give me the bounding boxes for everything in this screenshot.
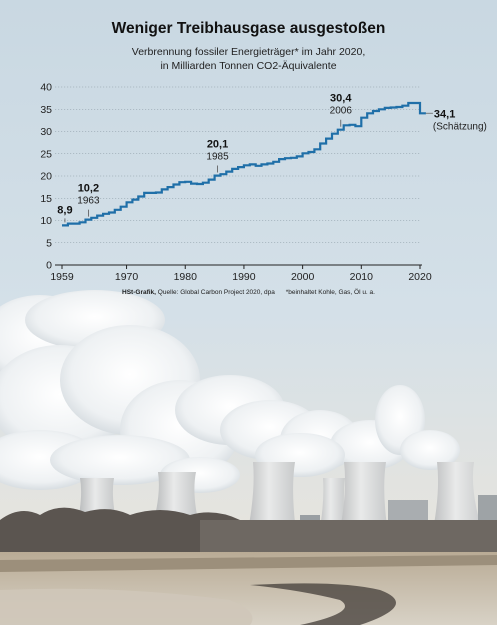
x-tick-label: 1980	[174, 271, 198, 283]
annotation-value: 30,4	[330, 93, 352, 105]
x-tick-label: 1970	[115, 271, 139, 283]
chart-subtitle: Verbrennung fossiler Energieträger* im J…	[0, 45, 497, 73]
x-axis: 1959 1970 1980 1990 2000 2010 2020	[50, 264, 432, 283]
line-chart: 0 5 10 15 20 25 30 35 40 1959 1970 1980 1990 2000 201…	[40, 82, 487, 284]
subtitle-line-2: in Milliarden Tonnen CO2-Äquivalente	[160, 60, 337, 72]
series-line	[62, 101, 426, 227]
y-tick-label: 25	[40, 148, 52, 160]
annotation-1959: 8,9	[57, 204, 73, 223]
y-tick-label: 5	[46, 237, 52, 249]
y-tick-label: 20	[40, 171, 52, 183]
y-tick-label: 0	[46, 260, 52, 272]
y-tick-label: 40	[40, 82, 52, 94]
source-line: HSt-Grafik, Quelle: Global Carbon Projec…	[0, 289, 497, 296]
annotation-note: (Schätzung)	[433, 121, 487, 132]
y-tick-label: 15	[40, 193, 52, 205]
annotation-value: 8,9	[57, 204, 72, 216]
annotation-year: 1985	[206, 152, 229, 163]
grid-lines	[55, 86, 420, 244]
annotation-year: 1963	[77, 196, 100, 207]
footnote: *beinhaltet Kohle, Gas, Öl u. a.	[285, 289, 375, 296]
annotation-value: 10,2	[78, 183, 99, 195]
x-tick-label: 1990	[232, 271, 256, 283]
tree-line	[0, 507, 240, 555]
x-tick-label: 2010	[350, 271, 374, 283]
y-axis: 0 5 10 15 20 25 30 35 40	[40, 82, 52, 272]
annotation-year: 2006	[330, 106, 353, 117]
x-tick-label: 1959	[50, 271, 74, 283]
source-text: Quelle: Global Carbon Project 2020, dpa	[155, 289, 275, 296]
x-tick-label: 2020	[408, 271, 432, 283]
source-brand: HSt-Grafik,	[122, 289, 156, 296]
subtitle-line-1: Verbrennung fossiler Energieträger* im J…	[131, 46, 366, 58]
x-tick-label: 2000	[291, 271, 315, 283]
annotation-value: 34,1	[434, 108, 455, 120]
annotation-2020: 34,1(Schätzung)	[425, 108, 487, 132]
steam-clouds	[0, 290, 460, 493]
y-tick-label: 10	[40, 215, 52, 227]
chart-title: Weniger Treibhausgase ausgestoßen	[111, 20, 386, 37]
y-tick-label: 35	[40, 104, 52, 116]
y-tick-label: 30	[40, 126, 52, 138]
annotation-value: 20,1	[207, 139, 228, 151]
